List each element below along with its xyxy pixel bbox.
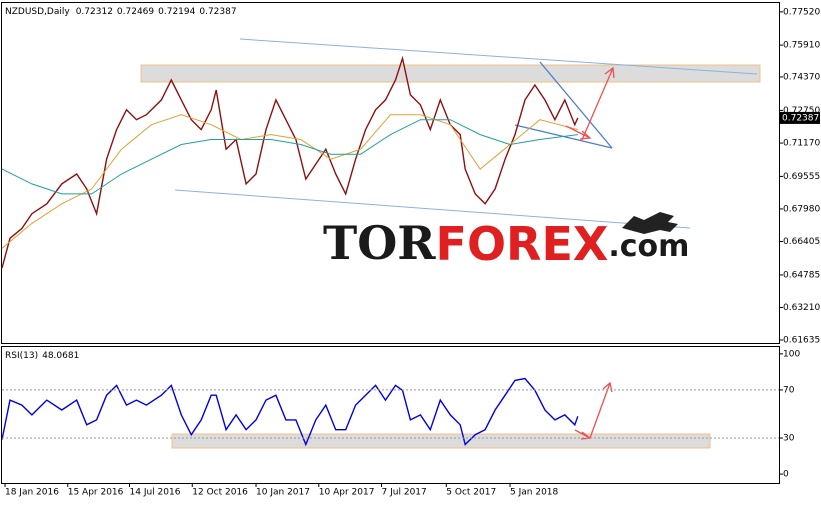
y-tick-label: 0.75910 (783, 41, 820, 51)
rsi-panel (1, 346, 780, 484)
x-tick-label: 15 Apr 2016 (68, 488, 124, 498)
series-line (1, 377, 579, 447)
y-tick-label: 30 (783, 434, 795, 444)
rsi-value: 48.0681 (42, 351, 79, 361)
arrow (581, 66, 615, 141)
y-tick-label: 0.72750 (783, 106, 820, 116)
y-tick-label: 0.61635 (783, 336, 820, 346)
high: 0.72469 (117, 7, 154, 17)
close: 0.72387 (199, 7, 236, 17)
rsi-title: RSI(13) (5, 351, 38, 361)
price-panel (1, 2, 780, 344)
resistance-zone (140, 64, 761, 83)
low: 0.72194 (158, 7, 195, 17)
x-tick-label: 10 Apr 2017 (319, 488, 375, 498)
y-tick-label: 0.66405 (783, 237, 820, 247)
x-tick-label: 7 Jul 2017 (382, 488, 427, 498)
y-tick-label: 0.77520 (783, 7, 820, 17)
x-tick-label: 18 Jan 2016 (5, 488, 59, 498)
x-tick-label: 10 Jan 2017 (256, 488, 310, 498)
watermark: TORFOREX.com (323, 216, 689, 271)
y-tick-label: 100 (783, 349, 800, 359)
support-zone (171, 433, 711, 449)
y-tick-label: 0.71170 (783, 139, 820, 149)
header: NZDUSD,Daily 0.72312 0.72469 0.72194 0.72387 (5, 7, 237, 17)
x-tick-label: 12 Oct 2016 (192, 488, 248, 498)
x-tick-label: 14 Jul 2016 (130, 488, 181, 498)
x-tick-label: 5 Jan 2018 (510, 488, 558, 498)
price-tag-label: 0.72387 (782, 113, 819, 123)
arrows (565, 66, 615, 440)
y-tick-label: 0.74370 (783, 72, 820, 82)
series-line (1, 114, 578, 249)
bull-icon (622, 212, 678, 234)
series-line (1, 55, 579, 269)
y-tick-label: 0.67980 (783, 204, 820, 214)
price-tag (780, 111, 820, 124)
trend-line (239, 38, 758, 75)
x-tick-label: 5 Oct 2017 (446, 488, 496, 498)
y-tick-label: 70 (783, 385, 795, 395)
marks (1, 55, 579, 447)
series-line (1, 119, 578, 195)
arrow (589, 381, 613, 439)
y-tick-label: 0.63210 (783, 303, 820, 313)
y-tick-label: 0 (783, 470, 789, 480)
watermark-part: TOR (323, 216, 436, 270)
rsi-header: RSI(13) 48.0681 (5, 351, 79, 361)
symbol: NZDUSD,Daily (5, 7, 70, 17)
watermark-part: .com (608, 229, 689, 264)
open: 0.72312 (76, 7, 113, 17)
triangle-line (539, 61, 613, 149)
trend-line (174, 189, 691, 229)
y-tick-label: 0.69555 (783, 172, 820, 182)
watermark-part: FOREX (436, 217, 609, 271)
y-tick-label: 0.64785 (783, 270, 820, 280)
